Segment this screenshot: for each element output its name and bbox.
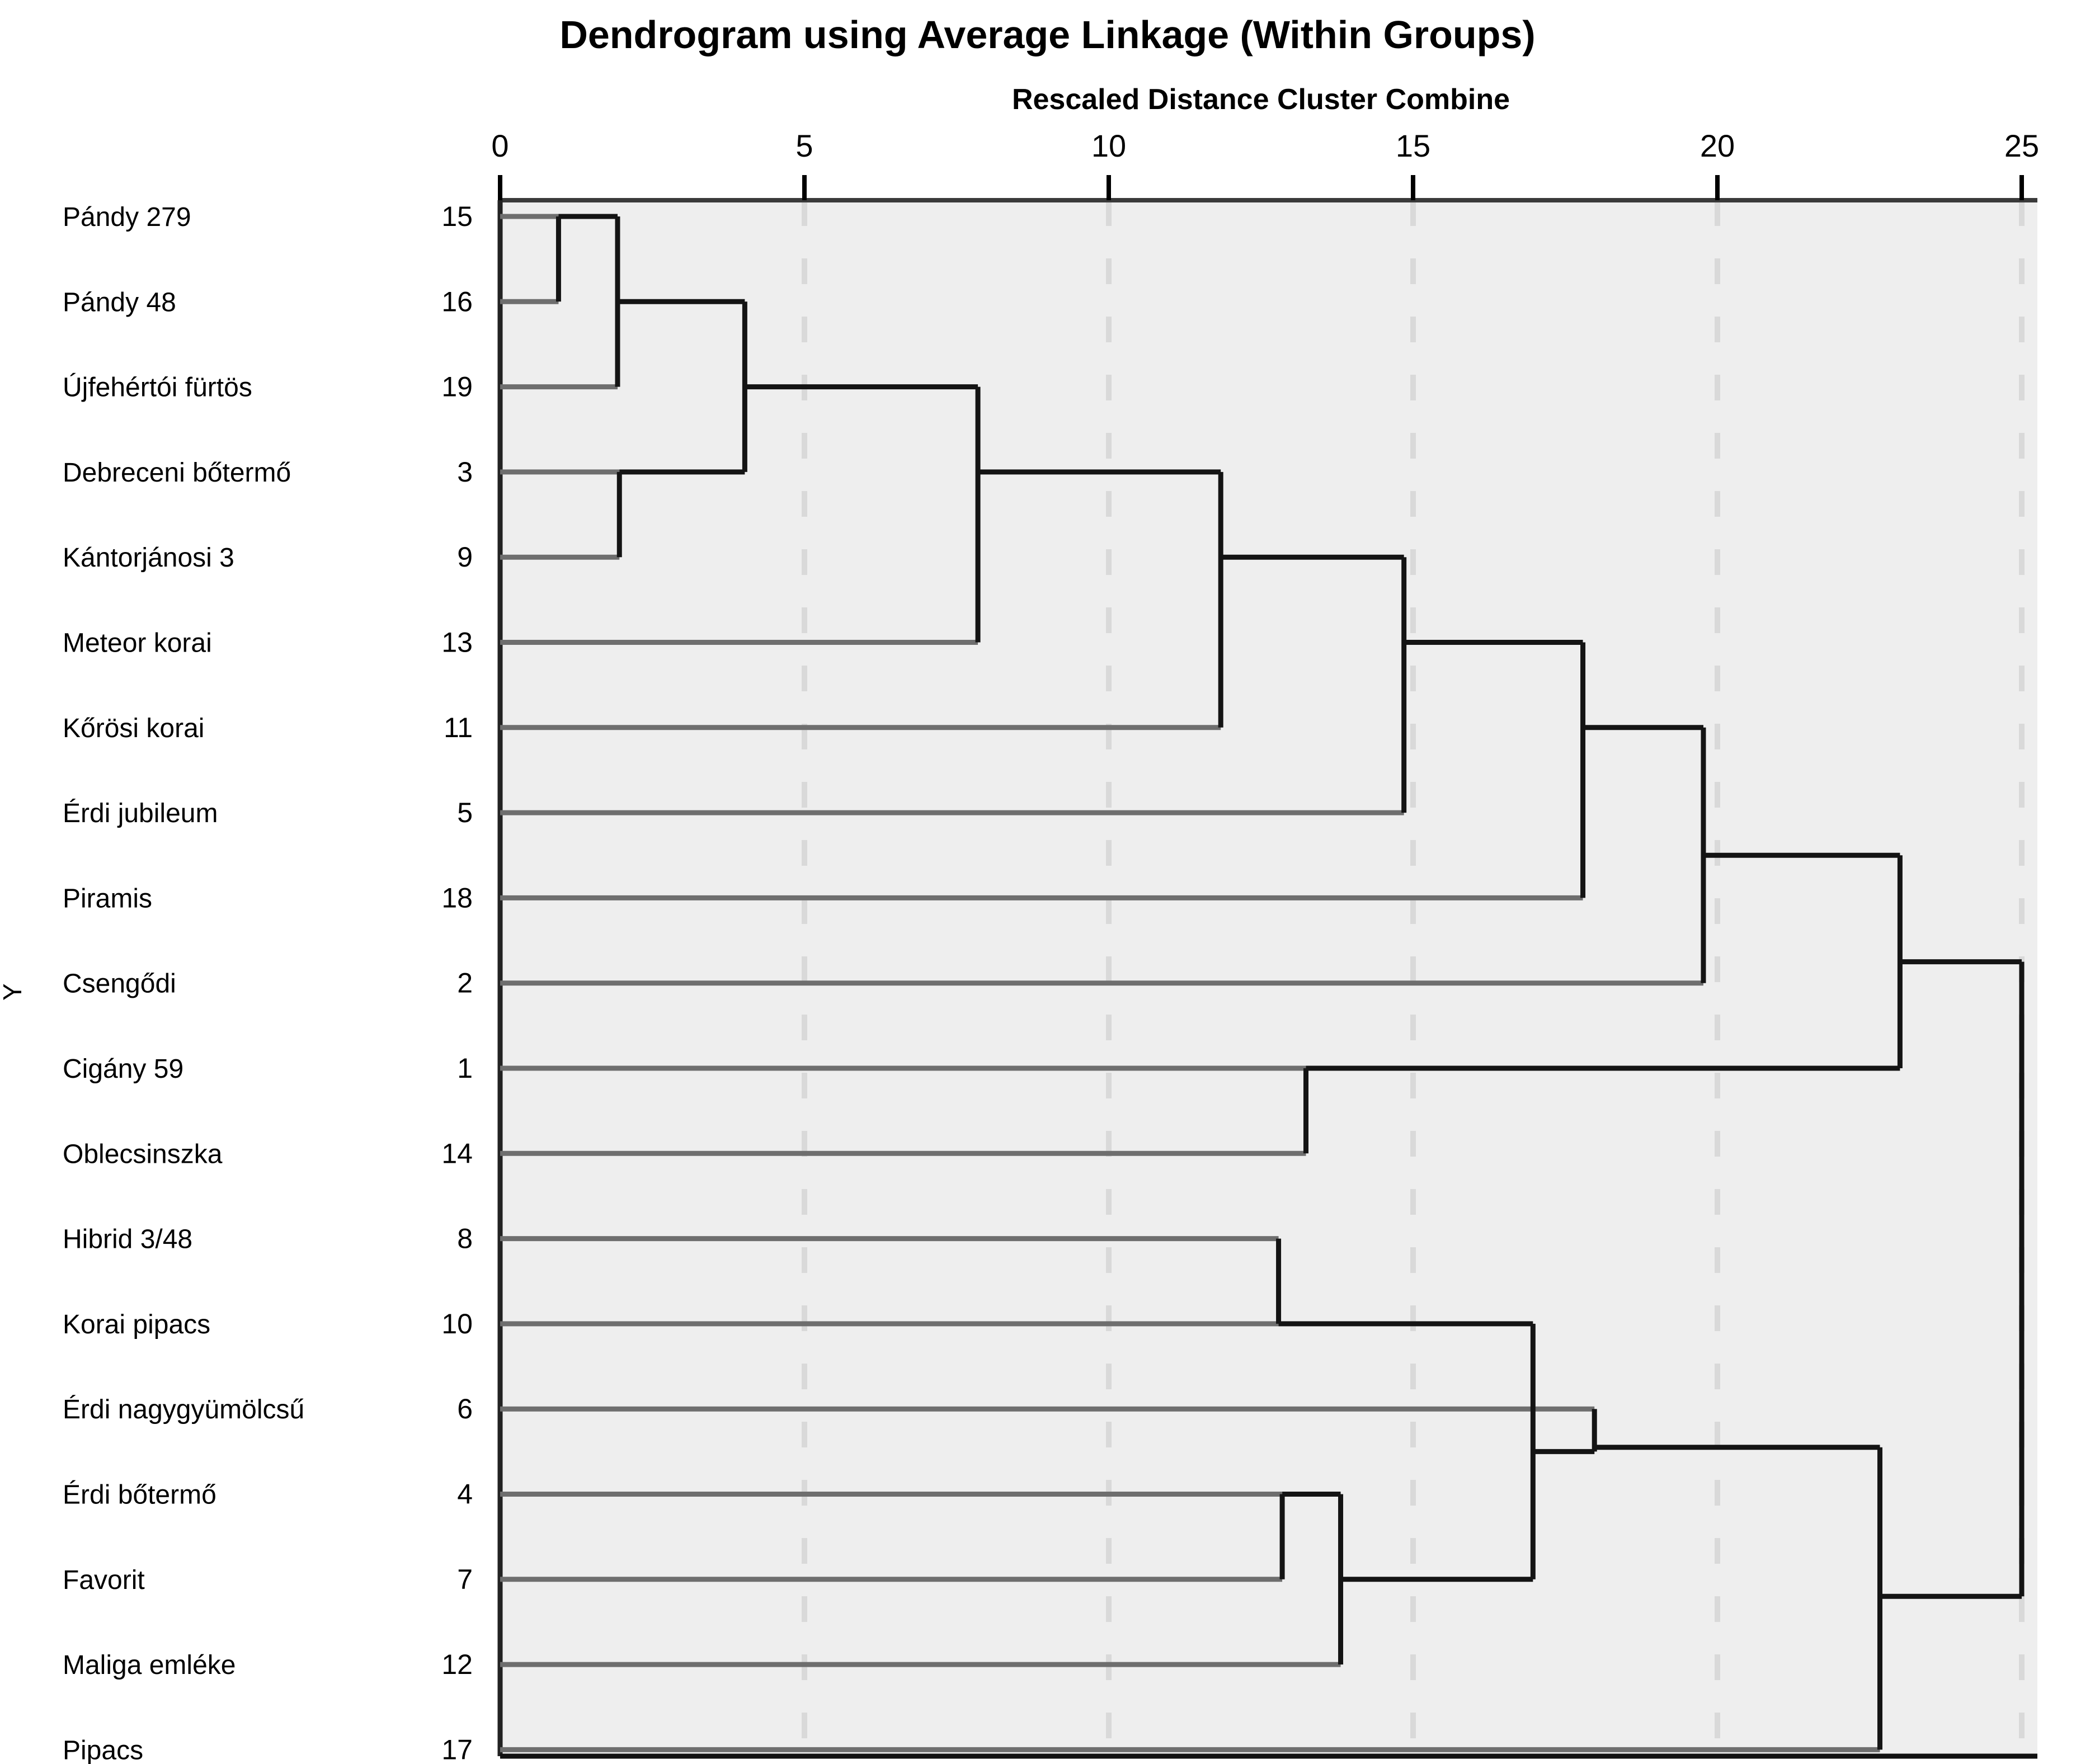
row-label: Hibrid 3/48 [63,1225,192,1254]
row-case-number: 5 [457,797,473,828]
row-label: Maliga emléke [63,1650,236,1680]
row-label: Csengődi [63,969,176,999]
row-case-number: 6 [457,1393,473,1425]
row-case-number: 13 [441,627,473,658]
axis-tick-label-10: 10 [1091,128,1126,163]
axis-tick-label-15: 15 [1396,128,1430,163]
axis-tick-label-0: 0 [491,128,509,163]
row-case-number: 15 [441,201,473,232]
row-label: Újfehértói fürtös [63,372,252,403]
row-case-number: 12 [441,1649,473,1680]
axis-tick-label-25: 25 [2004,128,2039,163]
row-label: Oblecsinszka [63,1139,223,1169]
row-case-number: 1 [457,1053,473,1084]
row-label: Érdi nagygyümölcsű [63,1395,304,1425]
row-case-number: 3 [457,456,473,488]
row-label: Érdi jubileum [63,799,218,828]
row-case-number: 17 [441,1734,473,1764]
row-case-number: 11 [444,712,473,743]
row-label: Cigány 59 [63,1054,183,1084]
y-axis-label: Y [0,983,27,1001]
row-label: Meteor korai [63,629,212,658]
row-case-number: 2 [457,968,473,999]
row-label: Érdi bőtermő [63,1480,216,1510]
plot-area-background [500,200,2037,1756]
row-case-number: 4 [457,1479,473,1510]
row-case-number: 7 [457,1564,473,1595]
chart-title: Dendrogram using Average Linkage (Within… [559,13,1536,56]
axis-tick-label-5: 5 [795,128,813,163]
row-label: Korai pipacs [63,1310,210,1339]
row-case-number: 9 [457,541,473,573]
row-case-number: 19 [441,371,473,403]
row-label: Pipacs [63,1735,143,1764]
row-case-number: 18 [441,882,473,913]
row-label: Pándy 48 [63,287,176,317]
row-case-number: 10 [441,1308,473,1339]
chart-subtitle: Rescaled Distance Cluster Combine [1011,83,1510,116]
row-case-number: 16 [441,286,473,317]
row-label: Pándy 279 [63,202,191,232]
row-label: Debreceni bőtermő [63,458,291,488]
row-case-number: 14 [441,1138,473,1169]
row-case-number: 8 [457,1223,473,1254]
row-label: Kántorjánosi 3 [63,543,234,573]
axis-tick-label-20: 20 [1700,128,1735,163]
row-label: Favorit [63,1565,145,1595]
row-label: Kőrösi korai [63,714,204,743]
row-label: Piramis [63,884,152,913]
